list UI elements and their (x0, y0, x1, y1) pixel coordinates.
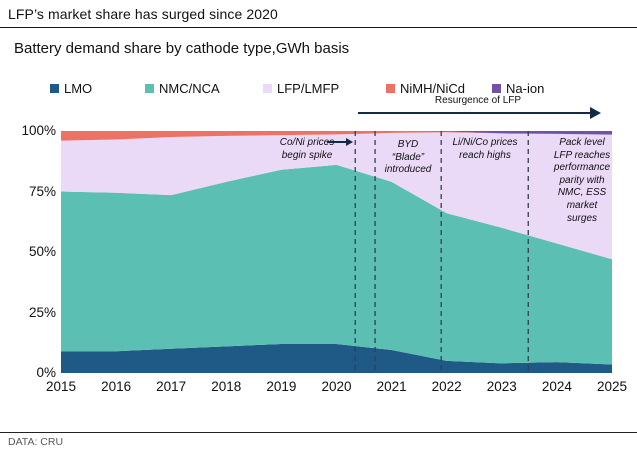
x-axis-label-2024: 2024 (541, 379, 572, 394)
x-axis-label-2018: 2018 (211, 379, 242, 394)
y-axis-label-50: 50% (28, 244, 56, 259)
x-axis-label-2020: 2020 (321, 379, 352, 394)
x-axis-label-2019: 2019 (266, 379, 297, 394)
x-axis-label-2022: 2022 (431, 379, 462, 394)
x-axis-label-2017: 2017 (156, 379, 187, 394)
resurgence-of-lfp-label: Resurgence of LFP (434, 95, 522, 106)
x-axis: 2015 2016 2017 2018 2019 2020 2021 2022 2023 2024… (0, 379, 637, 397)
page-title: LFP’s market share has surged since 2020 (8, 6, 278, 22)
area-na-ion (61, 131, 612, 135)
legend-label-nimh-nicd: NiMH/NiCd (400, 81, 465, 96)
legend-swatch-nimh-nicd (386, 84, 395, 93)
area-nimh-nicd (61, 131, 612, 141)
legend-item-nimh-nicd: NiMH/NiCd (386, 81, 465, 96)
annotation-co-ni-prices: Co/Ni prices begin spike (279, 137, 335, 161)
legend-item-lfp-lmfp: LFP/LMFP (263, 81, 339, 96)
legend-label-na-ion: Na-ion (506, 81, 545, 96)
legend-swatch-nmc-nca (145, 84, 154, 93)
x-axis-label-2025: 2025 (596, 379, 628, 394)
x-axis-label-2021: 2021 (376, 379, 407, 394)
y-axis-label-75: 75% (28, 183, 56, 199)
x-axis-label-2016: 2016 (101, 379, 132, 394)
legend-item-lmo: LMO (50, 81, 92, 96)
y-axis-label-0: 0% (36, 365, 56, 380)
title-divider (0, 27, 637, 28)
resurgence-arrow-head-icon (590, 107, 601, 119)
footer-divider (0, 432, 637, 433)
area-lfp-lmfp (61, 132, 612, 260)
annotation-arrow-head-icon (346, 137, 353, 146)
legend-swatch-na-ion (492, 84, 501, 93)
legend-swatch-lmo (50, 84, 59, 93)
x-axis-label-2015: 2015 (45, 379, 77, 394)
annotation-pack-level-lfp: Pack level LFP reaches performance parit… (553, 137, 611, 224)
annotation-li-ni-co-prices: Li/Ni/Co prices reach highs (452, 137, 518, 161)
legend-label-nmc-nca: NMC/NCA (159, 81, 220, 96)
legend-item-nmc-nca: NMC/NCA (145, 81, 220, 96)
legend-label-lmo: LMO (64, 81, 93, 96)
legend-item-na-ion: Na-ion (492, 81, 544, 96)
data-source: DATA: CRU (8, 436, 64, 448)
chart-title: Battery demand share by cathode type,GWh… (14, 40, 350, 57)
y-axis-label-100: 100% (21, 123, 56, 138)
y-axis-label-25: 25% (28, 304, 56, 320)
resurgence-arrow (358, 112, 592, 114)
legend-label-lfp-lmfp: LFP/LMFP (277, 81, 340, 96)
area-nmc-nca (61, 164, 612, 365)
annotation-byd-blade: BYD “Blade” introduced (384, 139, 432, 176)
legend-swatch-lfp-lmfp (263, 84, 272, 93)
x-axis-label-2023: 2023 (486, 379, 517, 394)
area-lmo (61, 343, 612, 373)
annotation-arrow (327, 141, 348, 143)
